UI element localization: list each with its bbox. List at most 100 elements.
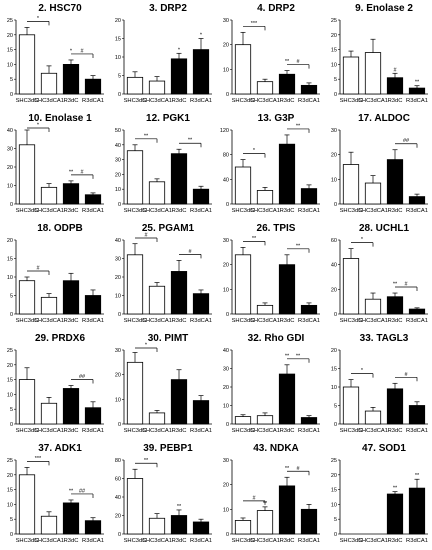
y-tick-label: 15 [7, 48, 13, 54]
sig-label: * [37, 16, 40, 22]
x-tick-label: SHC3dCA1 [250, 98, 280, 104]
y-tick-label: 0 [334, 312, 337, 318]
x-tick-label: SHC3dC [232, 428, 255, 434]
y-tick-label: 5 [334, 77, 337, 83]
x-tick-label: SHC3dC [16, 428, 39, 434]
x-tick-label: R3dCA1 [298, 428, 320, 434]
y-tick-label: 10 [331, 62, 337, 68]
bar [256, 415, 274, 425]
y-tick-label: 10 [223, 507, 229, 513]
y-tick-label: 20 [331, 348, 337, 354]
y-tick-label: 0 [10, 422, 13, 428]
y-tick-label: 25 [331, 18, 337, 24]
x-tick-label: SHC3dC [16, 208, 39, 214]
chart-panel: 12. PGK1 0 10 20 30 40 50 SHC3dC SHC3dCA1 R3dC R3d… [108, 110, 216, 220]
y-tick-label: 20 [223, 43, 229, 49]
x-tick-label: R3dCA1 [82, 208, 104, 214]
y-tick-label: 0 [226, 422, 229, 428]
bar [342, 164, 360, 205]
bar [234, 520, 252, 535]
chart-panel: 13. G3P 0 40 80 120 SHC3dC SHC3dCA1 R3dC R3dCA1 *… [216, 110, 324, 220]
bar [278, 264, 296, 315]
y-tick-label: 25 [331, 458, 337, 464]
bar [300, 508, 318, 535]
x-tick-label: R3dC [388, 208, 403, 214]
sig-star: * [70, 48, 73, 54]
bar [386, 493, 404, 535]
y-tick-label: 20 [223, 263, 229, 269]
x-tick-label: R3dCA1 [298, 208, 320, 214]
bar [62, 280, 80, 315]
bar [170, 379, 188, 425]
bar [18, 379, 36, 425]
sig-label: # [404, 282, 408, 288]
x-tick-label: SHC3dCA1 [34, 538, 64, 544]
bar [408, 308, 426, 315]
y-tick-label: 20 [331, 287, 337, 293]
y-tick-label: 40 [223, 177, 229, 183]
chart-title: 12. PGK1 [146, 113, 190, 124]
x-tick-label: R3dCA1 [406, 208, 428, 214]
x-tick-label: R3dCA1 [190, 98, 212, 104]
bar [300, 188, 318, 205]
bar [408, 487, 426, 535]
bar [234, 44, 252, 95]
y-tick-label: 0 [226, 312, 229, 318]
y-tick-label: 40 [115, 238, 121, 244]
x-tick-label: SHC3dCA1 [142, 538, 172, 544]
x-tick-label: SHC3dCA1 [34, 208, 64, 214]
chart-title: 28. UCHL1 [359, 223, 409, 234]
y-tick-label: 30 [223, 18, 229, 24]
bar [192, 188, 210, 205]
y-tick-label: 20 [331, 473, 337, 479]
chart-panel: 4. DRP2 0 10 20 30 SHC3dC SHC3dCA1 R3dC R3dCA1 **… [216, 0, 324, 110]
y-tick-label: 5 [118, 74, 121, 80]
y-tick-label: 10 [331, 502, 337, 508]
bar-mark: * [178, 47, 181, 53]
bar [278, 485, 296, 535]
y-tick-label: 15 [7, 488, 13, 494]
y-tick-label: 0 [118, 202, 121, 208]
bar-mark: # [393, 67, 397, 73]
bar [364, 298, 382, 315]
y-tick-label: 5 [334, 404, 337, 410]
bar [234, 254, 252, 315]
chart-panel: 43. NDKA 0 10 20 30 SHC3dC SHC3dCA1 R3dC R3dCA1 #… [216, 440, 324, 550]
y-tick-label: 25 [7, 458, 13, 464]
y-tick-label: 5 [10, 294, 13, 300]
y-tick-label: 20 [7, 33, 13, 39]
y-tick-label: 20 [115, 18, 121, 24]
y-tick-label: 10 [7, 392, 13, 398]
sig-label: ## [79, 374, 86, 380]
sig-label: * [37, 123, 40, 129]
x-tick-label: R3dC [64, 318, 79, 324]
sig-label: # [404, 372, 408, 378]
x-tick-label: R3dC [388, 428, 403, 434]
x-tick-label: R3dC [280, 208, 295, 214]
x-tick-label: R3dCA1 [298, 98, 320, 104]
chart-title: 4. DRP2 [257, 3, 295, 14]
sig-label: * [145, 343, 148, 349]
sig-label: ** [296, 243, 301, 249]
x-tick-label: R3dC [280, 538, 295, 544]
x-tick-label: R3dC [388, 538, 403, 544]
y-tick-label: 30 [7, 147, 13, 153]
bar [40, 402, 58, 425]
bar [170, 271, 188, 315]
bar-mark: * [200, 33, 203, 39]
bar [342, 258, 360, 315]
y-tick-label: 0 [334, 532, 337, 538]
y-tick-label: 20 [7, 473, 13, 479]
y-tick-label: 10 [331, 177, 337, 183]
x-tick-label: SHC3dCA1 [250, 208, 280, 214]
y-tick-label: 20 [331, 153, 337, 159]
bar [408, 405, 426, 425]
chart-panel: 37. ADK1 0 5 10 15 20 25 SHC3dC SHC3dCA1 R3dC R3dC… [0, 440, 108, 550]
